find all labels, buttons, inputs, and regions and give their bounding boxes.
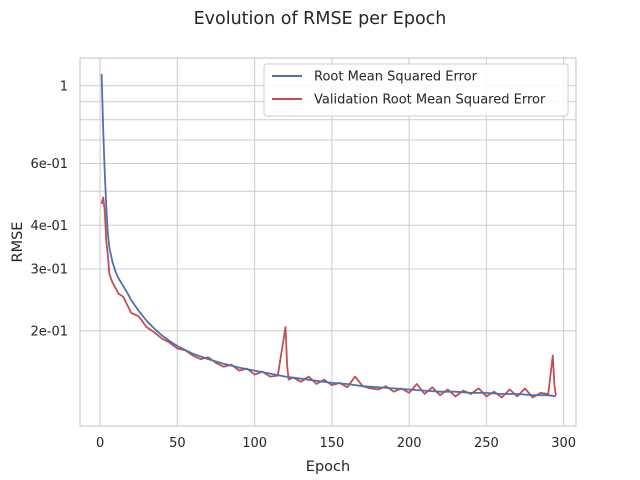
plot-frame xyxy=(79,57,577,427)
x-tick-label: 0 xyxy=(96,436,104,451)
x-tick-label: 300 xyxy=(551,436,576,451)
y-tick-label: 2e-01 xyxy=(30,324,68,339)
y-tick-label: 6e-01 xyxy=(30,157,68,172)
chart-title: Evolution of RMSE per Epoch xyxy=(194,9,447,29)
x-tick-label: 100 xyxy=(242,436,267,451)
tick-layer: 0 50 100 150 200 250 300 1 6e-01 4e-01 3e-01 2e-01 xyxy=(30,79,576,451)
x-tick-label: 250 xyxy=(474,436,499,451)
series-line-train-rmse xyxy=(100,73,557,398)
x-tick-label: 200 xyxy=(397,436,422,451)
y-tick-label: 3e-01 xyxy=(30,263,68,278)
x-tick-label: 50 xyxy=(169,436,186,451)
series-line-validation-rmse xyxy=(100,196,557,399)
legend: Root Mean Squared Error Validation Root … xyxy=(263,63,569,117)
y-axis-label: RMSE xyxy=(10,222,26,263)
x-axis-label: Epoch xyxy=(306,459,350,475)
legend-box xyxy=(263,63,569,117)
legend-label-validation: Validation Root Mean Squared Error xyxy=(314,93,546,108)
series-layer xyxy=(100,73,557,399)
y-tick-label: 1 xyxy=(60,79,68,94)
legend-label-train: Root Mean Squared Error xyxy=(314,70,478,85)
x-tick-label: 150 xyxy=(319,436,344,451)
y-tick-label: 4e-01 xyxy=(30,219,68,234)
